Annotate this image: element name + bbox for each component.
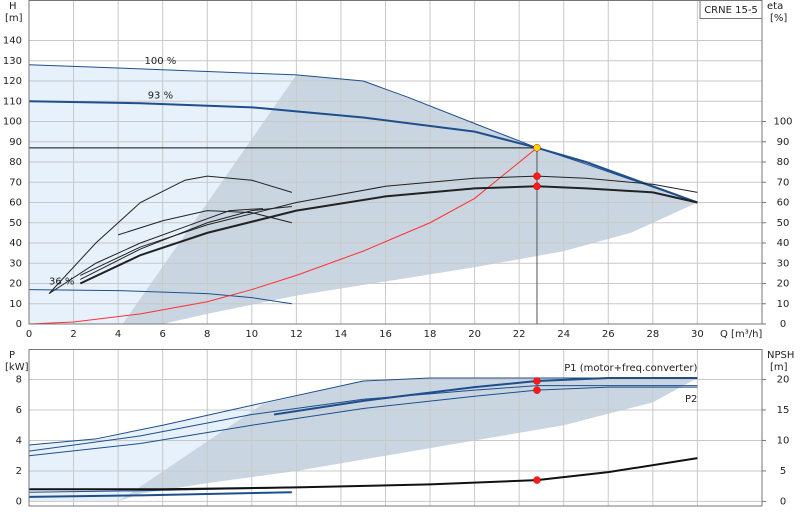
curve — [29, 457, 698, 491]
y-tick-label: 110 — [3, 96, 22, 107]
x-tick-label: 18 — [424, 329, 437, 340]
duty-marker — [533, 386, 541, 394]
y-tick-label: 10 — [9, 299, 22, 310]
curve — [48, 208, 263, 295]
y-tick-label: 0 — [16, 496, 22, 507]
chart-panel: 0 2 4 6 8 10 12 14 16 18 20 22 24 26 28 300102030405060… — [3, 0, 793, 340]
curve — [79, 185, 698, 285]
x-tick-label: 10 — [245, 329, 258, 340]
x-tick-label: 0 — [26, 329, 32, 340]
curve — [28, 377, 698, 446]
curve — [28, 386, 698, 457]
y-tick-label: 90 — [9, 137, 22, 148]
x-tick-label: 4 — [115, 329, 121, 340]
curve — [28, 147, 538, 325]
curve — [80, 206, 292, 280]
duty-marker — [533, 182, 541, 191]
y-axis-unit: [m] — [5, 13, 23, 24]
title-box — [699, 0, 763, 19]
chart-title: CRNE 15-5 — [704, 5, 758, 16]
x-tick-label: 24 — [557, 329, 570, 340]
x-tick-label: 16 — [379, 329, 392, 340]
duty-marker — [533, 144, 541, 152]
x-tick-label: 20 — [468, 329, 481, 340]
y2-tick-label: 40 — [777, 238, 790, 249]
y-tick-label: 100 — [3, 117, 22, 128]
y-axis-label: P — [9, 350, 15, 361]
y-tick-label: 60 — [9, 198, 22, 209]
chart-panel: 0 2 4 6 8 0 5 10 15 20 P1 (motor+freq.converter) P2… — [5, 349, 794, 507]
curve-label: P2 — [685, 394, 697, 405]
y-tick-label: 6 — [16, 405, 22, 416]
plot-frame — [28, 349, 763, 507]
y-tick-label: 80 — [9, 157, 22, 168]
x-tick-label: 30 — [691, 329, 704, 340]
y2-axis-label: eta — [767, 1, 783, 12]
y-axis-label: H — [9, 1, 17, 12]
curve — [28, 100, 698, 204]
y2-axis-unit: [%] — [770, 13, 787, 24]
y-axis-unit: [kW] — [5, 362, 29, 373]
curve — [273, 376, 698, 416]
curve-label: 36 % — [49, 277, 74, 288]
curve — [28, 289, 292, 305]
curve-label: P1 (motor+freq.converter) — [564, 363, 697, 374]
x-axis-label: Q [m³/h] — [720, 329, 762, 340]
x-tick-label: 28 — [646, 329, 659, 340]
operating-area — [29, 403, 263, 502]
y-tick-label: 0 — [16, 319, 22, 330]
y-tick-label: 120 — [3, 76, 22, 87]
y2-tick-label: 10 — [777, 299, 790, 310]
duty-marker — [533, 172, 541, 180]
curve — [28, 491, 292, 498]
y2-tick-label: 20 — [777, 279, 790, 290]
y2-tick-label: 20 — [777, 374, 790, 385]
y2-tick-label: 30 — [777, 258, 790, 269]
y-tick-label: 70 — [9, 177, 22, 188]
x-tick-label: 12 — [290, 329, 303, 340]
y2-axis-label: NPSH — [767, 350, 794, 361]
y2-tick-label: 15 — [777, 405, 790, 416]
x-tick-label: 6 — [159, 329, 165, 340]
y-tick-label: 40 — [9, 238, 22, 249]
x-tick-label: 8 — [204, 329, 210, 340]
duty-marker — [533, 476, 541, 484]
x-tick-label: 22 — [513, 329, 526, 340]
y2-tick-label: 100 — [773, 117, 792, 128]
y-tick-label: 130 — [3, 56, 22, 67]
y-tick-label: 2 — [16, 466, 22, 477]
curve-label: 93 % — [148, 90, 173, 101]
y2-tick-label: 0 — [780, 319, 786, 330]
y2-tick-label: 10 — [777, 435, 790, 446]
y2-tick-label: 0 — [780, 496, 786, 507]
duty-marker — [533, 377, 541, 385]
y2-tick-label: 80 — [777, 157, 790, 168]
y-tick-label: 8 — [16, 374, 22, 385]
y-tick-label: 20 — [9, 279, 22, 290]
plot-frame — [28, 0, 763, 325]
curve — [48, 175, 293, 294]
y2-axis-unit: [m] — [770, 362, 788, 373]
y2-tick-label: 70 — [777, 177, 790, 188]
y-tick-label: 50 — [9, 218, 22, 229]
x-tick-label: 2 — [70, 329, 76, 340]
y-tick-label: 140 — [3, 36, 22, 47]
x-tick-label: 14 — [335, 329, 348, 340]
operating-area — [122, 74, 698, 324]
curve-label: 100 % — [145, 56, 177, 67]
y2-tick-label: 50 — [777, 218, 790, 229]
x-tick-label: 26 — [602, 329, 615, 340]
curve — [28, 385, 698, 452]
curve — [117, 210, 293, 236]
y2-tick-label: 60 — [777, 198, 790, 209]
y-tick-label: 4 — [16, 435, 22, 446]
y2-tick-label: 5 — [780, 466, 786, 477]
curve — [28, 64, 698, 203]
y-tick-label: 30 — [9, 258, 22, 269]
y2-tick-label: 90 — [777, 137, 790, 148]
